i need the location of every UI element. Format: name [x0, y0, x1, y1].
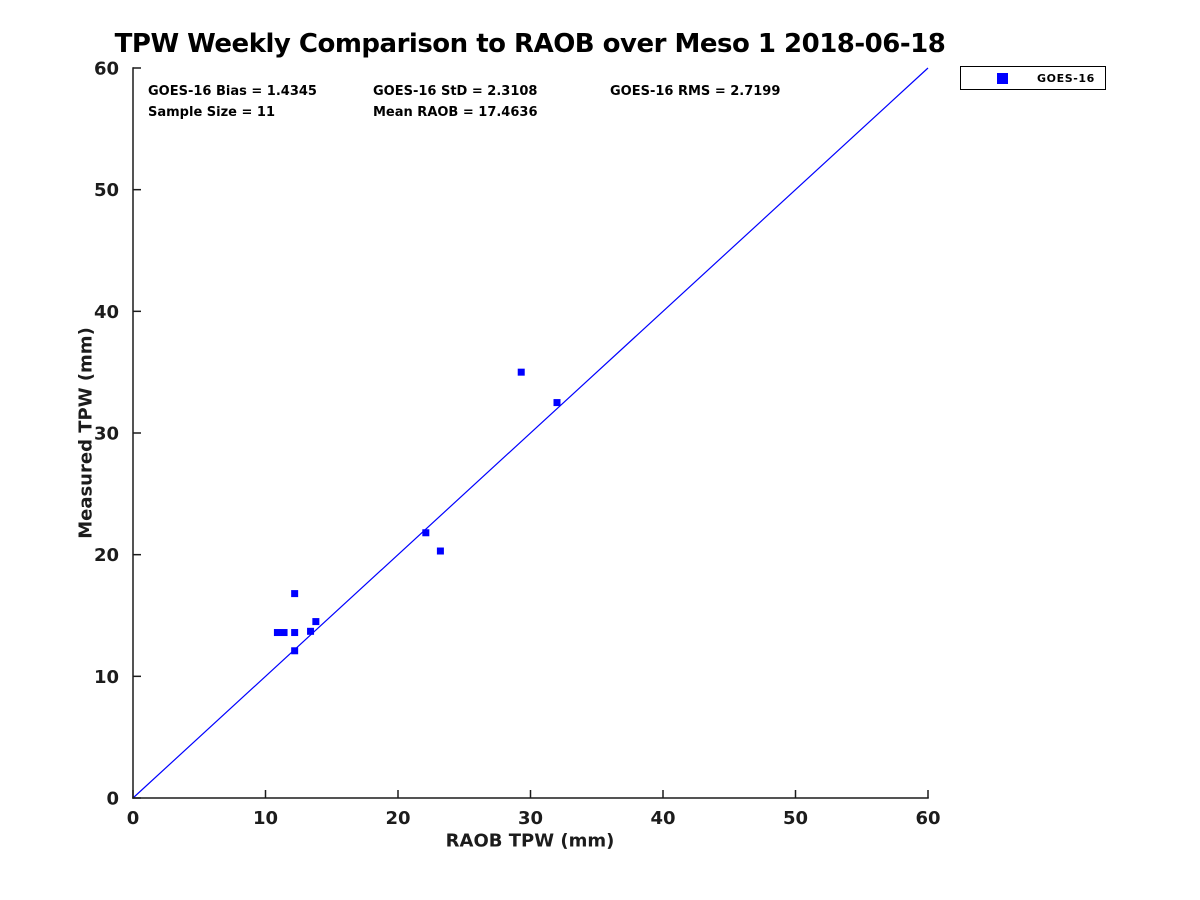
data-point	[307, 627, 315, 635]
data-point	[291, 629, 299, 637]
stat-std: GOES-16 StD = 2.3108	[373, 84, 538, 99]
data-point	[273, 629, 281, 637]
x-axis-label: RAOB TPW (mm)	[445, 830, 615, 852]
y-tick-label: 40	[94, 302, 119, 323]
y-tick-label: 50	[94, 180, 119, 201]
x-tick-label: 60	[915, 808, 940, 829]
stat-sample-size: Sample Size = 11	[148, 105, 276, 120]
stat-rms: GOES-16 RMS = 2.7199	[610, 84, 781, 99]
legend-marker-icon	[997, 72, 1008, 84]
y-tick-label: 30	[94, 424, 119, 445]
chart-title: TPW Weekly Comparison to RAOB over Meso …	[114, 29, 946, 59]
x-tick-label: 30	[518, 808, 543, 829]
data-point	[312, 618, 320, 626]
x-tick-label: 10	[253, 808, 278, 829]
legend: GOES-16	[960, 66, 1106, 90]
stat-mean-raob: Mean RAOB = 17.4636	[373, 105, 538, 120]
y-tick-label: 60	[94, 59, 119, 80]
y-tick-label: 0	[106, 789, 119, 810]
data-point	[280, 629, 288, 637]
data-point	[291, 590, 299, 598]
y-axis-label: Measured TPW (mm)	[75, 327, 97, 539]
data-point	[517, 368, 525, 376]
x-tick-label: 50	[783, 808, 808, 829]
x-tick-label: 0	[127, 808, 140, 829]
data-point	[422, 529, 430, 537]
data-point	[291, 647, 299, 655]
x-tick-label: 20	[385, 808, 410, 829]
y-tick-label: 20	[94, 545, 119, 566]
data-point	[436, 547, 444, 555]
y-tick-label: 10	[94, 667, 119, 688]
stat-bias: GOES-16 Bias = 1.4345	[148, 84, 317, 99]
x-tick-label: 40	[650, 808, 675, 829]
data-point	[553, 399, 561, 407]
reference-line	[132, 67, 929, 799]
legend-label: GOES-16	[1037, 71, 1095, 85]
